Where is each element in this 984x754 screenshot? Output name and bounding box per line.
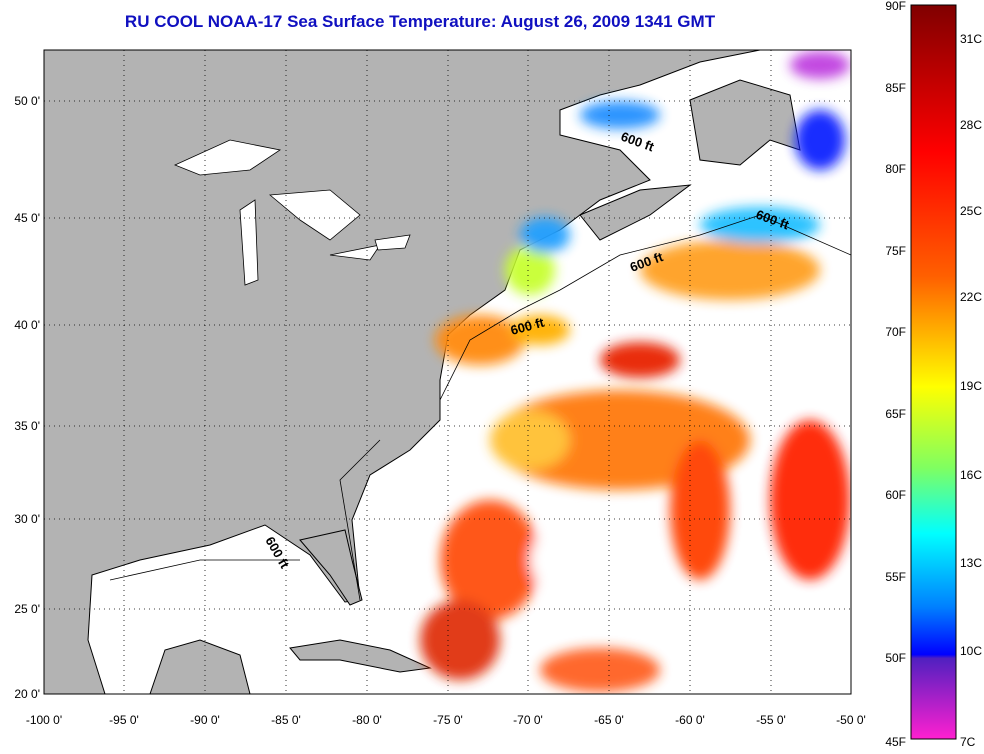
lon-tick: -95 0'	[109, 713, 139, 727]
c-label: 10C	[960, 644, 982, 658]
ocean	[87, 50, 851, 694]
lon-tick: -85 0'	[271, 713, 301, 727]
c-label: 7C	[960, 735, 976, 749]
lon-axis: -100 0' -95 0' -90 0' -85 0' -80 0' -75 …	[26, 713, 866, 727]
lat-tick: 25 0'	[14, 602, 40, 616]
lat-tick: 30 0'	[14, 512, 40, 526]
lon-tick: -70 0'	[513, 713, 543, 727]
sst-pixels	[420, 51, 850, 692]
colorbar	[910, 4, 957, 740]
lon-tick: -100 0'	[26, 713, 62, 727]
f-label: 60F	[885, 488, 906, 502]
lon-tick: -55 0'	[756, 713, 786, 727]
lat-tick: 50 0'	[14, 94, 40, 108]
f-label: 65F	[885, 407, 906, 421]
colorbar-c-labels: 31C 28C 25C 22C 19C 16C 13C 10C 7C	[960, 32, 982, 749]
f-label: 80F	[885, 162, 906, 176]
lat-axis: 50 0' 45 0' 40 0' 35 0' 30 0' 25 0' 20 0…	[14, 94, 40, 701]
c-label: 16C	[960, 468, 982, 482]
lat-tick: 40 0'	[14, 318, 40, 332]
lon-tick: -75 0'	[433, 713, 463, 727]
c-label: 28C	[960, 118, 982, 132]
lat-tick: 45 0'	[14, 211, 40, 225]
f-label: 70F	[885, 325, 906, 339]
f-label: 75F	[885, 244, 906, 258]
lon-tick: -60 0'	[675, 713, 705, 727]
great-lakes	[173, 139, 411, 286]
lon-tick: -80 0'	[352, 713, 382, 727]
f-label: 50F	[885, 651, 906, 665]
yucatan	[149, 639, 251, 694]
colorbar-f-labels: 90F 85F 80F 75F 70F 65F 60F 55F 50F 45F	[885, 0, 906, 749]
c-label: 25C	[960, 204, 982, 218]
c-label: 13C	[960, 556, 982, 570]
lat-tick: 20 0'	[14, 687, 40, 701]
map-title: RU COOL NOAA-17 Sea Surface Temperature:…	[124, 12, 716, 31]
c-label: 22C	[960, 290, 982, 304]
f-label: 90F	[885, 0, 906, 13]
lon-tick: -50 0'	[836, 713, 866, 727]
lon-tick: -90 0'	[190, 713, 220, 727]
f-label: 55F	[885, 570, 906, 584]
lat-tick: 35 0'	[14, 419, 40, 433]
newfoundland	[689, 79, 801, 166]
cuba	[289, 639, 432, 673]
map-frame	[43, 49, 852, 695]
lon-tick: -65 0'	[594, 713, 624, 727]
c-label: 31C	[960, 32, 982, 46]
c-label: 19C	[960, 379, 982, 393]
florida	[299, 529, 363, 606]
f-label: 45F	[885, 735, 906, 749]
nova-scotia	[579, 184, 692, 241]
f-label: 85F	[885, 81, 906, 95]
